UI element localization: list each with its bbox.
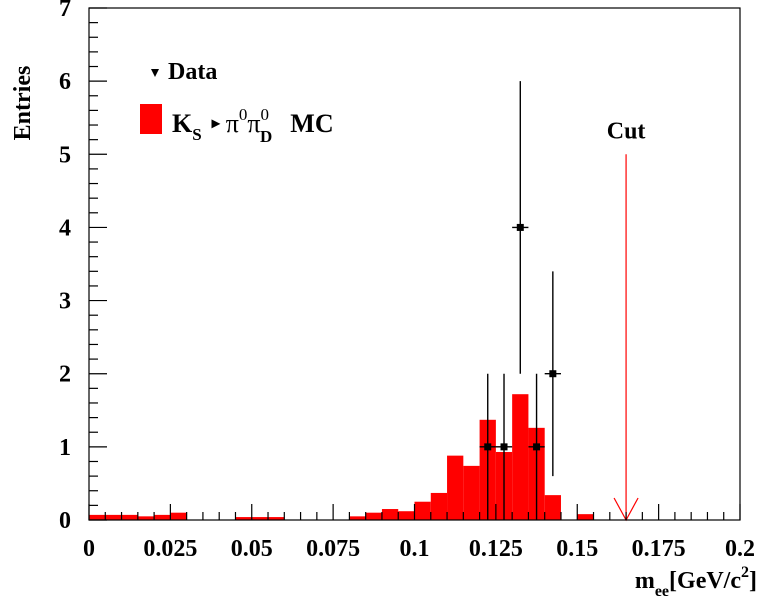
y-tick-label: 2	[59, 362, 71, 388]
x-axis-title: mee[GeV/c2]	[635, 564, 757, 600]
histogram-bar	[121, 514, 138, 520]
x-tick-label: 0	[83, 536, 95, 562]
histogram-bar	[170, 512, 187, 520]
legend: Data KS▸ π0π0 D MC	[140, 59, 334, 146]
x-title-sub: ee	[655, 583, 669, 600]
y-tick-label: 7	[59, 0, 71, 22]
y-axis-title: Entries	[10, 66, 36, 141]
data-point	[544, 271, 561, 477]
y-tick-label: 0	[59, 508, 71, 534]
legend-pi2-sup: 0	[261, 105, 270, 124]
legend-data-label: Data	[168, 59, 217, 85]
legend-mc-label: KS▸ π0π0 D MC	[172, 105, 334, 146]
histogram-bars	[89, 394, 594, 520]
y-axis-ticks	[89, 7, 107, 521]
cut-marker: Cut	[607, 118, 646, 522]
data-points	[479, 81, 561, 520]
legend-pi2-sub: D	[260, 127, 272, 146]
x-tick-label: 0.2	[725, 536, 755, 562]
legend-data-marker	[151, 69, 159, 77]
histogram-bar	[268, 517, 285, 520]
x-tick-label: 0.025	[143, 536, 197, 562]
x-tick-label: 0.15	[556, 536, 598, 562]
histogram-bar	[154, 514, 171, 520]
legend-pi1-sup: 0	[239, 105, 248, 124]
histogram-bar	[349, 516, 366, 520]
x-tick-label: 0.05	[231, 536, 273, 562]
histogram-bar	[235, 517, 252, 520]
data-point	[512, 81, 529, 374]
y-tick-label: 5	[59, 142, 71, 168]
data-point-marker	[549, 370, 557, 378]
x-axis-tick-labels: 0 0.025 0.05 0.075 0.1 0.125 0.15 0.175 0.2	[83, 536, 755, 562]
histogram-bar	[365, 512, 382, 520]
histogram-bar	[544, 495, 561, 520]
y-tick-label: 3	[59, 289, 71, 315]
data-point	[528, 373, 545, 520]
legend-mc-swatch	[140, 104, 162, 134]
histogram-bar	[381, 509, 399, 520]
histogram-bar	[105, 514, 122, 520]
x-title-unit-sup: 2	[741, 564, 749, 581]
legend-pi2: π	[247, 109, 260, 138]
x-tick-label: 0.125	[469, 536, 523, 562]
histogram-bar	[512, 394, 529, 520]
histogram-bar	[137, 516, 155, 520]
x-tick-label: 0.175	[632, 536, 686, 562]
histogram-bar	[463, 465, 480, 520]
legend-k: K	[172, 109, 193, 138]
data-point	[495, 373, 513, 520]
legend-k-sub: S	[192, 125, 201, 144]
x-title-unit-post: ]	[749, 568, 757, 594]
legend-pi1: π	[226, 109, 239, 138]
histogram-bar	[414, 501, 431, 520]
x-axis-ticks	[88, 504, 741, 520]
histogram-bar	[251, 517, 269, 520]
x-tick-label: 0.075	[306, 536, 360, 562]
data-point-marker	[500, 443, 508, 451]
cut-label: Cut	[607, 118, 646, 144]
histogram-bar	[430, 492, 448, 520]
data-point-marker	[484, 443, 492, 451]
legend-arrow: ▸	[211, 115, 221, 132]
legend-mc: MC	[290, 109, 333, 138]
x-tick-label: 0.1	[400, 536, 430, 562]
data-point-marker	[533, 443, 541, 451]
y-tick-label: 4	[59, 215, 71, 241]
data-point	[479, 373, 496, 520]
histogram-bar	[89, 514, 106, 520]
x-title-main: m	[635, 568, 655, 594]
histogram-bar	[577, 514, 594, 520]
histogram-bar	[398, 511, 415, 520]
y-tick-label: 6	[59, 69, 71, 95]
y-axis-tick-labels: 0 1 2 3 4 5 6 7	[59, 0, 71, 534]
y-tick-label: 1	[59, 435, 71, 461]
x-title-unit-pre: [GeV/c	[669, 568, 741, 594]
data-point-marker	[516, 223, 524, 231]
histogram-bar	[447, 455, 464, 520]
